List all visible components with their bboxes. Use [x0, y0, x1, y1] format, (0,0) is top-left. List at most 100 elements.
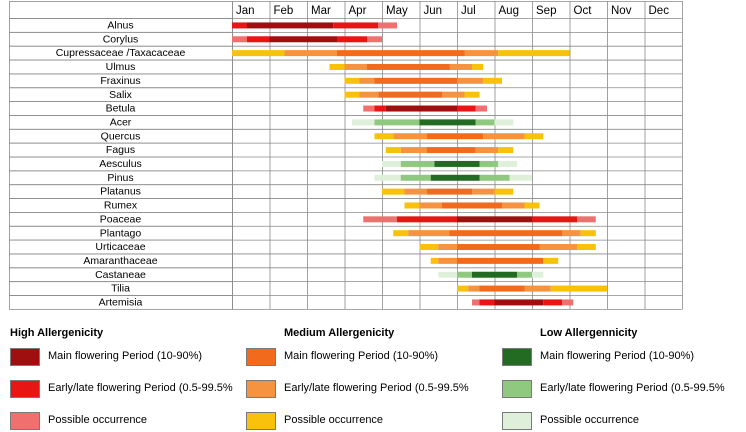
bar-segment-possible: [374, 174, 401, 181]
bar-segment-possible: [404, 202, 420, 209]
bar-segment-early: [438, 257, 457, 264]
legend-swatch: [246, 348, 276, 366]
bar-segment-main: [457, 244, 540, 251]
bar-segment-main: [374, 77, 457, 84]
legend-swatch: [502, 412, 532, 430]
bar-segment-main: [427, 133, 484, 140]
taxon-label: Amaranthaceae: [83, 255, 157, 267]
legend-title-high: High Allergenicity: [10, 327, 104, 339]
taxon-label: Corylus: [103, 33, 139, 45]
bar-segment-possible: [498, 160, 517, 167]
bar-segment-possible: [374, 133, 394, 140]
bar-segment-early: [539, 244, 577, 251]
bar-segment-main: [449, 230, 562, 237]
bar-segment-early: [457, 77, 484, 84]
taxon-label: Fraxinus: [100, 75, 140, 87]
legend-label: Possible occurrence: [284, 414, 384, 426]
taxon-label: Ulmus: [106, 61, 136, 73]
legend-label: Early/late flowering Period (0.5-99.5%: [540, 382, 725, 394]
bar-segment-possible: [550, 285, 607, 292]
taxon-label: Aesculus: [99, 158, 142, 170]
bar-segment-main: [378, 91, 442, 98]
bar-segment-early: [479, 160, 499, 167]
bar-segment-early: [374, 119, 420, 126]
bar-segment-early: [400, 160, 435, 167]
bar-segment-main: [419, 119, 476, 126]
taxon-label: Platanus: [100, 186, 141, 198]
bar-segment-possible: [464, 91, 480, 98]
legend-label: Possible occurrence: [540, 414, 640, 426]
month-label: Jul: [461, 5, 476, 17]
bar-segment-main: [479, 285, 525, 292]
month-label: Aug: [499, 5, 519, 17]
bar-segment-main: [269, 36, 337, 43]
bar-segment-main: [430, 174, 480, 181]
bar-segment-possible: [524, 133, 544, 140]
bar-segment-possible: [344, 91, 360, 98]
bar-segment-possible: [543, 257, 559, 264]
legend-label: Early/late flowering Period (0.5-99.5%: [48, 382, 233, 394]
bar-segment-early: [393, 133, 427, 140]
bar-segment-possible: [378, 22, 397, 29]
bar-segment-early: [397, 216, 457, 223]
bar-segment-possible: [393, 230, 409, 237]
taxon-label: Betula: [106, 103, 136, 115]
bar-segment-main: [442, 202, 502, 209]
legend-label: Early/late flowering Period (0.5-99.5%: [284, 382, 469, 394]
bar-segment-early: [284, 50, 337, 57]
bar-segment-early: [524, 285, 551, 292]
pollen-calendar-chart: Jan Feb Mar Apr May Jun Jul Aug Sep Oct Nov Dec Alnu…: [9, 1, 683, 310]
bar-segment-early: [457, 105, 476, 112]
bar-segment-possible: [363, 105, 375, 112]
bar-segment-possible: [382, 160, 401, 167]
bar-segment-early: [468, 285, 480, 292]
taxon-label: Alnus: [107, 20, 133, 32]
taxon-label: Pinus: [107, 172, 133, 184]
bar-segment-early: [333, 22, 379, 29]
taxon-label: Salix: [109, 89, 133, 101]
bar-segment-possible: [382, 188, 405, 195]
bar-segment-main: [367, 63, 450, 70]
bar-segment-possible: [472, 299, 480, 306]
legend-title-low: Low Allergennicity: [540, 327, 638, 339]
bar-segment-early: [400, 147, 427, 154]
bar-segment-possible: [483, 77, 502, 84]
legend-label: Possible occurrence: [48, 414, 148, 426]
bar-segment-main: [434, 160, 480, 167]
bar-segment-main: [385, 105, 457, 112]
bar-segment-early: [472, 188, 495, 195]
bar-segment-early: [247, 36, 270, 43]
bar-segment-possible: [232, 36, 247, 43]
month-label: Sep: [536, 5, 556, 17]
bar-segment-possible: [344, 77, 360, 84]
bar-segment-possible: [472, 63, 484, 70]
bar-segment-early: [517, 271, 532, 278]
bar-segment-main: [427, 188, 472, 195]
bar-segment-possible: [419, 244, 439, 251]
month-label: May: [386, 5, 408, 17]
bar-segment-early: [532, 216, 577, 223]
bar-segment-main: [457, 257, 544, 264]
legend-swatch: [502, 348, 532, 366]
taxon-label: Fagus: [106, 144, 135, 156]
bar-segment-possible: [367, 36, 382, 43]
taxon-label: Quercus: [101, 130, 141, 142]
bar-segment-early: [475, 147, 499, 154]
legend-swatch: [246, 412, 276, 430]
bar-segment-possible: [577, 216, 596, 223]
legend-label: Main flowering Period (10-90%): [284, 350, 439, 362]
bar-segment-possible: [385, 147, 401, 154]
taxon-label: Acer: [110, 116, 132, 128]
bar-segment-early: [344, 63, 367, 70]
bar-segment-possible: [457, 285, 469, 292]
bar-segment-possible: [509, 174, 532, 181]
taxon-label: Plantago: [100, 227, 142, 239]
month-label: Oct: [574, 5, 593, 17]
bar-segment-early: [337, 36, 367, 43]
month-label: Jun: [424, 5, 443, 17]
bar-segment-possible: [498, 147, 514, 154]
bar-segment-possible: [532, 271, 544, 278]
bar-segment-early: [483, 133, 525, 140]
bar-segment-main: [337, 50, 465, 57]
legend-swatch: [10, 380, 40, 398]
